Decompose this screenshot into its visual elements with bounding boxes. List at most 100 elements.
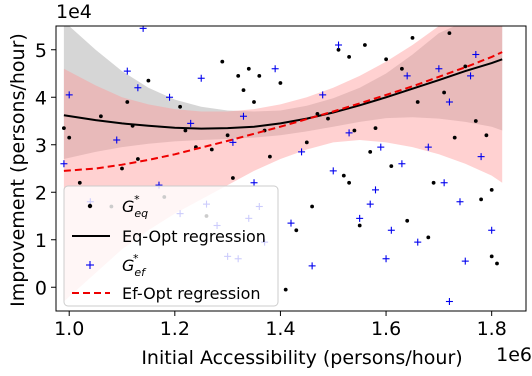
eq-point	[278, 81, 283, 85]
ef-point	[298, 148, 306, 156]
ef-point	[60, 160, 68, 168]
eq-point	[283, 287, 288, 292]
ef-point	[472, 51, 480, 58]
y-scale-label: 1e4	[56, 1, 92, 23]
ef-point	[371, 186, 379, 194]
y-tick-label: 4	[35, 87, 47, 109]
ef-point	[123, 67, 131, 75]
eq-point	[489, 188, 494, 192]
ef-point	[271, 65, 279, 73]
ef-point	[488, 226, 496, 234]
ef-point	[287, 219, 295, 227]
legend-label-ef-main: G	[122, 256, 134, 275]
eq-point	[231, 176, 235, 180]
legend-marker-ef	[86, 261, 94, 269]
ef-point	[424, 143, 432, 151]
eq-point	[495, 261, 499, 266]
legend-label-eq-main: G	[122, 197, 134, 216]
eq-point	[352, 128, 357, 133]
y-axis-label: Improvement (persons/hour)	[7, 33, 29, 307]
eq-point	[252, 100, 256, 104]
eq-point	[479, 197, 483, 202]
eq-point	[484, 133, 489, 138]
ef-point	[377, 143, 385, 151]
eq-point	[304, 140, 309, 145]
eq-point	[178, 104, 183, 109]
eq-point	[136, 157, 140, 161]
ef-point	[166, 93, 174, 101]
eq-point	[405, 218, 410, 223]
eq-point	[246, 66, 251, 71]
eq-point	[347, 55, 351, 59]
ef-point	[456, 198, 464, 206]
eq-regression-line	[63, 58, 503, 130]
eq-point	[431, 180, 436, 185]
eq-point	[442, 90, 446, 95]
ef-point	[461, 257, 469, 265]
x-axis-label: Initial Accessibility (persons/hour)	[141, 347, 462, 369]
ef-point	[345, 129, 353, 137]
eq-point	[225, 133, 230, 138]
x-tick-label: 1.6	[371, 318, 401, 340]
eq-point	[120, 166, 124, 171]
eq-point	[326, 116, 330, 121]
ef-point	[440, 179, 448, 187]
ef-point	[113, 136, 121, 144]
eq-point	[341, 173, 346, 178]
eq-point	[400, 66, 404, 71]
eq-point	[146, 78, 151, 83]
ef-point	[229, 138, 237, 146]
axes: 1.0 1.2 1.4 1.6 1.8 0 1 2 3 4 5	[35, 40, 507, 340]
eq-point	[257, 74, 262, 78]
ef-point	[445, 98, 453, 106]
x-tick-label: 1.0	[54, 318, 84, 340]
legend: Geq* Eq-Opt regression Gef* Ef-Opt regre…	[63, 185, 279, 307]
plot-frame	[55, 25, 527, 312]
eq-point	[125, 100, 130, 104]
eq-point	[426, 235, 431, 240]
eq-point	[310, 204, 314, 209]
legend-label-eq: Geq*	[122, 193, 148, 220]
eq-point	[368, 150, 373, 154]
ef-point	[319, 91, 327, 99]
eq-point	[336, 47, 341, 52]
eq-point	[209, 147, 214, 152]
y-tick-label: 5	[35, 40, 47, 62]
eq-point	[410, 36, 415, 40]
eq-point	[452, 135, 457, 140]
ef-point	[435, 65, 443, 73]
ef-point	[414, 238, 422, 246]
eq-point	[373, 126, 378, 130]
legend-label-ef: Gef*	[122, 252, 147, 279]
plot-area	[60, 26, 503, 305]
eq-point	[363, 43, 367, 47]
ef-point	[187, 119, 195, 127]
eq-point	[384, 57, 388, 62]
x-tick-label: 1.4	[265, 318, 295, 340]
eq-point	[463, 64, 468, 69]
ef-point	[467, 72, 475, 80]
ef-point	[308, 262, 316, 270]
eq-point	[77, 180, 82, 185]
legend-label-eq-sub: eq	[134, 207, 148, 220]
ef-point	[445, 298, 453, 305]
ef-point	[366, 200, 374, 208]
eq-point	[183, 128, 188, 133]
eq-point	[99, 114, 103, 119]
legend-marker-eq	[87, 203, 93, 209]
ef-point	[387, 226, 395, 234]
x-tick-label: 1.8	[477, 318, 507, 340]
eq-point	[489, 254, 494, 259]
y-tick-label: 0	[35, 277, 47, 299]
legend-label-ef-sub: ef	[134, 266, 147, 279]
eq-point	[357, 223, 362, 228]
legend-label-ef-regression: Ef-Opt regression	[122, 284, 261, 303]
eq-point	[415, 100, 420, 104]
ef-point	[356, 214, 364, 222]
ef-point	[65, 91, 73, 99]
legend-label-eq-sup: *	[134, 193, 140, 206]
eq-point	[67, 135, 72, 140]
eq-point	[236, 74, 241, 78]
legend-frame	[63, 185, 279, 307]
ef-point	[250, 179, 258, 187]
